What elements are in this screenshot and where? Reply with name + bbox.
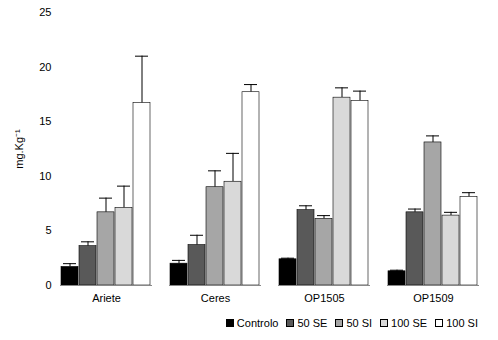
html-text:50 SE: 50 SE <box>297 317 328 329</box>
svg-text:20: 20 <box>39 61 51 73</box>
html-text:Controlo: Controlo <box>236 317 279 329</box>
svg-text:10: 10 <box>39 170 51 182</box>
svg-text:15: 15 <box>39 115 51 127</box>
svg-text:OP1509: OP1509 <box>413 292 453 304</box>
svg-text:25: 25 <box>39 6 51 18</box>
html-text:50 SI: 50 SI <box>346 317 373 329</box>
svg-text:Ceres: Ceres <box>201 292 231 304</box>
svg-text:mg.Kg⁻¹: mg.Kg⁻¹ <box>13 129 25 169</box>
svg-text:OP1505: OP1505 <box>304 292 344 304</box>
svg-text:0: 0 <box>45 279 51 291</box>
html-text:100 SE: 100 SE <box>391 317 428 329</box>
svg-text:5: 5 <box>45 224 51 236</box>
html-text:100 SI: 100 SI <box>446 317 478 329</box>
svg-text:Ariete: Ariete <box>92 292 121 304</box>
